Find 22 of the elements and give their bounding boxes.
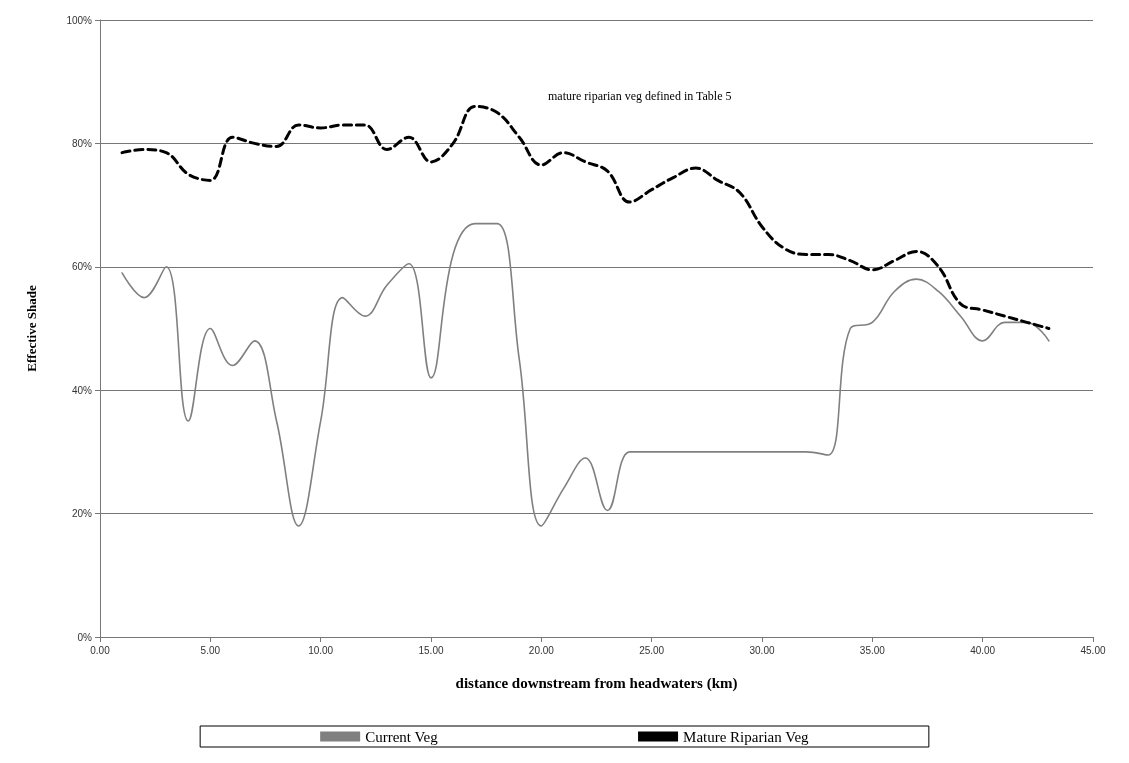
y-tick-label: 100% bbox=[66, 14, 93, 26]
annotation: mature riparian veg defined in Table 5 bbox=[548, 89, 732, 103]
x-tick-label: 25.00 bbox=[639, 644, 665, 656]
x-tick-label: 0.00 bbox=[90, 644, 111, 656]
x-tick-label: 35.00 bbox=[859, 644, 886, 656]
y-tick-label: 0% bbox=[77, 631, 93, 643]
line-series bbox=[120, 104, 1051, 330]
x-tick-label: 40.00 bbox=[970, 644, 996, 656]
x-tick-label: 10.00 bbox=[308, 644, 334, 656]
x-tick-label: 30.00 bbox=[749, 644, 775, 656]
legend-label: Mature Riparian Veg bbox=[683, 728, 810, 745]
x-tick-label: 20.00 bbox=[528, 644, 555, 656]
x-tick-label: 45.00 bbox=[1080, 644, 1106, 656]
y-tick-label: 80% bbox=[71, 137, 93, 149]
y-tick-label: 20% bbox=[71, 508, 93, 520]
x-tick-label: 15.00 bbox=[418, 644, 444, 656]
x-tick-label: 5.00 bbox=[200, 644, 221, 656]
y-tick-label: 40% bbox=[71, 384, 93, 396]
y-tick-label: 60% bbox=[71, 261, 93, 273]
y-axis-title: Effective Shade bbox=[24, 285, 39, 372]
x-axis-title: distance downstream from headwaters (km) bbox=[455, 674, 738, 692]
legend-label: Current Veg bbox=[365, 728, 439, 745]
